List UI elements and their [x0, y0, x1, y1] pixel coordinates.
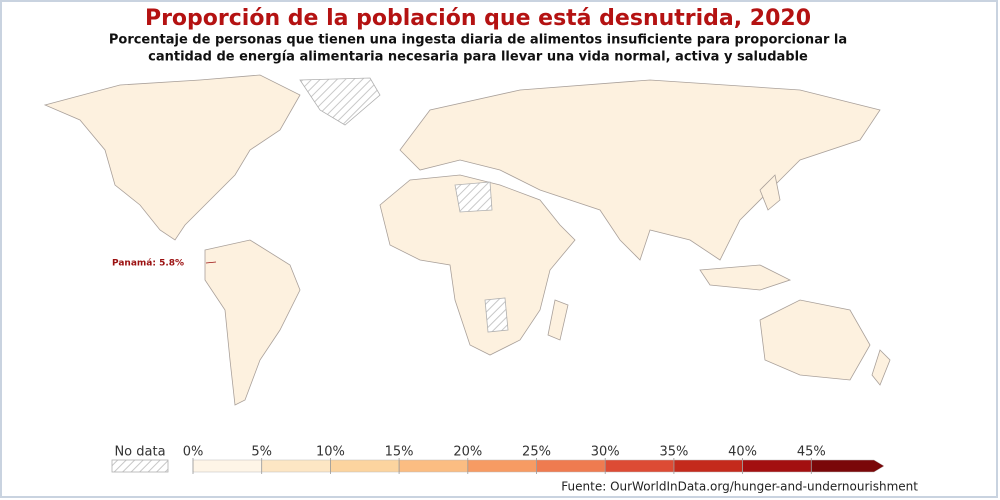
annotation: Panamá: 5.8% [112, 259, 184, 269]
legend-bin [192, 459, 262, 473]
legend-tick-label: 25% [522, 445, 551, 460]
legend-bin [673, 459, 743, 473]
annotation-leader [205, 261, 217, 264]
no-data-label: No data [114, 445, 165, 460]
legend-bin [604, 459, 675, 473]
legend-bin [811, 459, 885, 473]
source: Fuente: OurWorldInData.org/hunger-and-un… [561, 480, 918, 494]
no-data-swatch [111, 459, 169, 473]
subtitle: cantidad de energía alimentaria necesari… [148, 50, 808, 65]
legend-tick-label: 20% [453, 445, 482, 460]
legend-tick-label: 45% [797, 445, 826, 460]
legend-bin [330, 459, 400, 473]
legend-tick-label: 0% [183, 445, 204, 460]
legend-bin [742, 459, 812, 473]
legend-tick-label: 40% [728, 445, 757, 460]
legend-tick-label: 5% [251, 445, 272, 460]
legend-tick-label: 10% [316, 445, 345, 460]
legend-tick-label: 30% [591, 445, 620, 460]
legend-bin [467, 459, 537, 473]
legend-bin [261, 459, 331, 473]
color-legend: 0% 5% 10% 15% 20% 25% 30% 35% 40% 45% [183, 445, 885, 474]
title: Proporción de la población que está desn… [145, 6, 811, 31]
legend-tick-label: 15% [385, 445, 414, 460]
world-map [43, 74, 891, 406]
legend-tick-label: 35% [659, 445, 688, 460]
subtitle: Porcentaje de personas que tienen una in… [109, 33, 847, 48]
legend-bin [536, 459, 606, 473]
legend-bin [398, 459, 469, 473]
